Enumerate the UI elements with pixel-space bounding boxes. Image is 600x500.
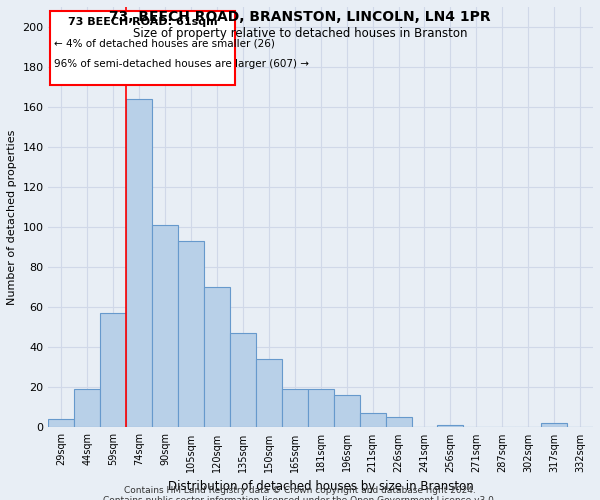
Text: Size of property relative to detached houses in Branston: Size of property relative to detached ho… bbox=[133, 28, 467, 40]
Text: 73, BEECH ROAD, BRANSTON, LINCOLN, LN4 1PR: 73, BEECH ROAD, BRANSTON, LINCOLN, LN4 1… bbox=[109, 10, 491, 24]
Y-axis label: Number of detached properties: Number of detached properties bbox=[7, 130, 17, 305]
Bar bbox=[359, 414, 386, 428]
Text: ← 4% of detached houses are smaller (26): ← 4% of detached houses are smaller (26) bbox=[53, 39, 275, 49]
Bar bbox=[386, 418, 412, 428]
Bar bbox=[541, 424, 567, 428]
FancyBboxPatch shape bbox=[50, 11, 235, 85]
Bar bbox=[126, 99, 152, 428]
Text: Contains public sector information licensed under the Open Government Licence v3: Contains public sector information licen… bbox=[103, 496, 497, 500]
Bar bbox=[230, 334, 256, 428]
Bar bbox=[282, 390, 308, 428]
Bar bbox=[178, 241, 204, 428]
Bar bbox=[256, 360, 282, 428]
Bar bbox=[334, 396, 359, 428]
Text: 96% of semi-detached houses are larger (607) →: 96% of semi-detached houses are larger (… bbox=[53, 59, 308, 69]
Bar bbox=[437, 426, 463, 428]
Text: Contains HM Land Registry data © Crown copyright and database right 2024.: Contains HM Land Registry data © Crown c… bbox=[124, 486, 476, 495]
Bar bbox=[308, 390, 334, 428]
Bar bbox=[49, 420, 74, 428]
Title: 73, BEECH ROAD, BRANSTON, LINCOLN, LN4 1PR: 73, BEECH ROAD, BRANSTON, LINCOLN, LN4 1… bbox=[0, 499, 1, 500]
Bar bbox=[100, 314, 126, 428]
X-axis label: Distribution of detached houses by size in Branston: Distribution of detached houses by size … bbox=[168, 480, 473, 493]
Bar bbox=[152, 225, 178, 428]
Text: 73 BEECH ROAD: 61sqm: 73 BEECH ROAD: 61sqm bbox=[68, 17, 217, 27]
Bar bbox=[74, 390, 100, 428]
Bar bbox=[204, 288, 230, 428]
